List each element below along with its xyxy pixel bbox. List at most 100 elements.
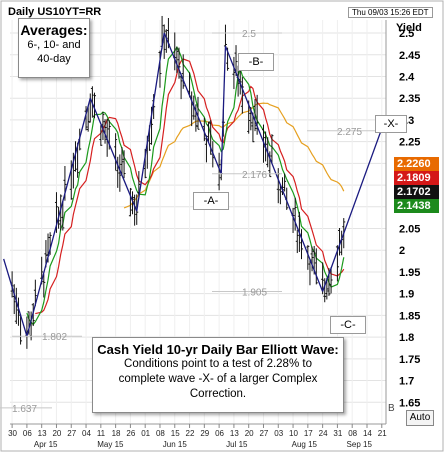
price-bar xyxy=(295,229,299,254)
price-bar xyxy=(306,245,310,270)
price-bar xyxy=(251,112,255,143)
wave-segment xyxy=(163,32,222,175)
price-bar xyxy=(196,96,200,130)
price-bar xyxy=(99,125,103,146)
wave-segment xyxy=(224,45,324,292)
price-bar xyxy=(42,274,46,298)
y-tick-label: 1.7 xyxy=(399,376,414,388)
price-bar xyxy=(179,74,183,100)
x-tick-label: 17 xyxy=(304,429,313,438)
wave-label-b: -B- xyxy=(238,53,274,71)
x-month-label: May 15 xyxy=(97,440,124,449)
y-tick-label: 2.35 xyxy=(399,93,420,105)
x-tick-label: 21 xyxy=(378,429,387,438)
price-bar xyxy=(253,99,257,132)
x-tick-label: 26 xyxy=(126,429,135,438)
wave-label-x: -X- xyxy=(375,115,407,133)
averages-callout: Averages: 6-, 10- and 40-day xyxy=(18,18,90,78)
price-tag: 2.2260 xyxy=(394,157,439,171)
x-tick-label: 01 xyxy=(141,429,150,438)
x-tick-label: 15 xyxy=(171,429,180,438)
averages-line-1: 6-, 10- and xyxy=(27,39,81,51)
price-bar xyxy=(33,279,37,307)
price-bar xyxy=(283,173,287,192)
price-bars xyxy=(10,15,346,349)
grid xyxy=(10,20,386,424)
x-tick-label: 18 xyxy=(112,429,121,438)
averages-title: Averages: xyxy=(20,22,88,38)
y-tick-label: 1.65 xyxy=(399,397,420,409)
x-tick-label: 27 xyxy=(67,429,76,438)
price-tag: 2.1438 xyxy=(394,199,439,213)
x-tick-label: 13 xyxy=(38,429,47,438)
price-bar xyxy=(177,47,181,79)
price-tag: 2.1702 xyxy=(394,185,439,199)
x-tick-label: 29 xyxy=(200,429,209,438)
price-bar xyxy=(232,56,236,90)
price-bar xyxy=(329,267,333,294)
x-tick-label: 11 xyxy=(97,429,106,438)
x-tick-label: 20 xyxy=(245,429,254,438)
y-tick-label: 1.95 xyxy=(399,267,420,279)
wave-segment xyxy=(136,32,165,212)
note-line-3: Correction. xyxy=(189,388,247,400)
x-tick-label: 24 xyxy=(319,429,328,438)
price-bar xyxy=(118,154,122,192)
x-month-label: Apr 15 xyxy=(34,440,58,449)
x-tick-label: 08 xyxy=(348,429,357,438)
price-bar xyxy=(323,278,327,303)
price-bar xyxy=(69,160,73,200)
y-tick-label: 2.45 xyxy=(399,50,420,62)
price-bar xyxy=(128,187,132,217)
auto-scale-button[interactable]: Auto xyxy=(406,410,434,426)
wave-segment xyxy=(89,97,138,212)
y-tick-label: 1.8 xyxy=(399,332,414,344)
price-bar xyxy=(86,106,90,132)
wave-segment xyxy=(322,128,383,292)
level-label: 2.176 xyxy=(242,170,267,181)
x-month-label: Aug 15 xyxy=(292,440,318,449)
x-month-label: Sep 15 xyxy=(347,440,373,449)
elliott-wave-lines xyxy=(3,32,383,337)
price-bar xyxy=(61,200,65,231)
x-tick-label: 22 xyxy=(186,429,195,438)
x-month-label: Jun 15 xyxy=(163,440,188,449)
note-line-2: complete wave -X- of a larger Complex xyxy=(118,373,318,385)
wave-segment xyxy=(26,98,91,337)
y-tick-label: 1.75 xyxy=(399,354,420,366)
price-bar xyxy=(137,171,141,197)
wave-segment xyxy=(3,258,28,337)
y-tick-label: 1.9 xyxy=(399,289,414,301)
price-bar xyxy=(59,194,63,231)
level-label: 1.802 xyxy=(42,332,67,343)
y-tick-label: 2 xyxy=(399,245,405,257)
price-bar xyxy=(234,45,238,76)
price-bar xyxy=(293,197,297,231)
x-tick-label: 06 xyxy=(23,429,32,438)
x-tick-label: 31 xyxy=(333,429,342,438)
price-bar xyxy=(321,262,325,295)
price-bar xyxy=(314,248,318,285)
wave-segment xyxy=(220,46,227,174)
x-tick-label: 03 xyxy=(274,429,283,438)
price-bar xyxy=(84,106,88,131)
y-tick-label: 1.85 xyxy=(399,310,420,322)
note-title: Cash Yield 10-yr Daily Bar Elliott Wave: xyxy=(97,342,339,357)
chart-title: Daily US10YT=RR xyxy=(8,6,102,18)
price-bar xyxy=(217,152,221,191)
price-bar xyxy=(12,284,16,315)
note-line-1: Conditions point to a test of 2.28% to xyxy=(124,358,312,370)
x-tick-label: 10 xyxy=(289,429,298,438)
price-bar xyxy=(202,117,206,142)
price-tag: 2.1809 xyxy=(394,171,439,185)
price-bar xyxy=(270,134,274,163)
price-bar xyxy=(223,24,227,48)
elliott-note-callout: Cash Yield 10-yr Daily Bar Elliott Wave:… xyxy=(92,337,344,413)
x-tick-label: 08 xyxy=(156,429,165,438)
y-tick-label: 2.05 xyxy=(399,224,420,236)
x-tick-label: 30 xyxy=(8,429,17,438)
wave-label-a: -A- xyxy=(193,192,229,210)
sma-10-line xyxy=(35,58,345,315)
y-tick-label: 2.25 xyxy=(399,137,420,149)
